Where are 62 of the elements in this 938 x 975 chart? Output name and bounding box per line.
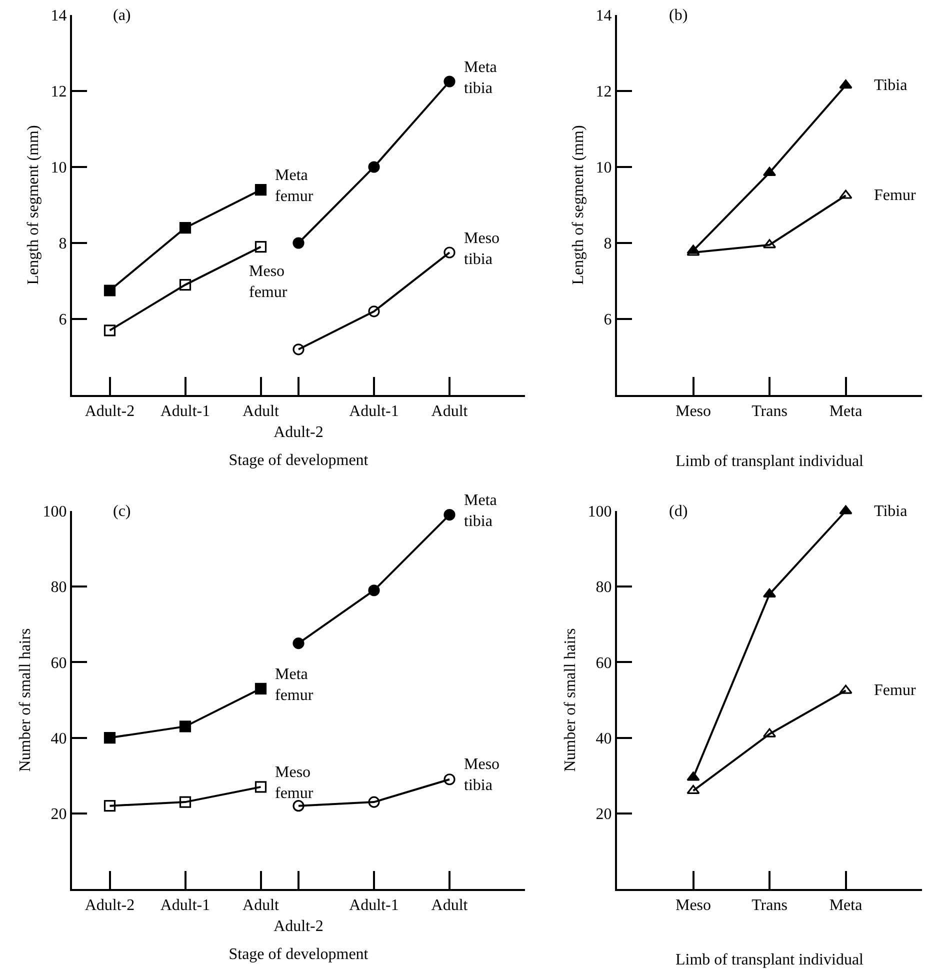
x-tick-label: Adult-1 <box>349 403 399 420</box>
series-label: Femur <box>874 682 916 699</box>
y-tick-label: 40 <box>50 730 67 748</box>
x-axis-title: Stage of development <box>228 946 369 964</box>
x-tick-label: Trans <box>752 897 788 914</box>
series-label: Tibia <box>874 503 908 520</box>
x-tick-label: Adult-1 <box>349 897 399 914</box>
x-tick-label: Adult-2 <box>274 424 324 441</box>
y-tick-label: 100 <box>588 504 612 521</box>
x-axis-title: Stage of development <box>228 452 369 470</box>
annotation: (b) <box>669 7 688 24</box>
y-tick-label: 14 <box>50 8 67 25</box>
annotation: (d) <box>669 503 688 520</box>
annotation: (a) <box>113 7 131 24</box>
x-tick-label: Adult-2 <box>274 918 324 935</box>
y-tick-label: 20 <box>596 806 612 823</box>
y-tick-label: 6 <box>604 312 612 329</box>
y-tick-label: 80 <box>50 579 67 596</box>
y-tick-label: 20 <box>50 806 67 823</box>
x-tick-label: Meta <box>829 403 862 420</box>
x-tick-label: Trans <box>752 403 788 420</box>
x-axis-title: Limb of transplant individual <box>676 951 864 968</box>
series-label: Meta femur <box>275 167 314 205</box>
y-tick-label: 10 <box>50 160 67 177</box>
y-tick-label: 8 <box>604 236 612 253</box>
series-label: Femur <box>874 187 916 204</box>
annotation: (c) <box>113 503 131 520</box>
x-tick-label: Adult-2 <box>84 403 135 420</box>
y-tick-label: 60 <box>50 654 67 672</box>
x-tick-label: Meta <box>829 897 862 914</box>
series-label: Meso femur <box>275 764 314 802</box>
y-axis-title: Number of small hairs <box>17 628 34 772</box>
y-tick-label: 10 <box>596 160 612 177</box>
x-tick-label: Meso <box>675 897 712 914</box>
x-tick-label: Meso <box>675 403 712 420</box>
x-tick-label: Adult-2 <box>84 897 135 914</box>
x-tick-label: Adult-1 <box>160 403 210 420</box>
y-axis-title: Length of segment (mm) <box>570 125 588 285</box>
series-label: Meta tibia <box>464 59 497 97</box>
x-axis-title: Limb of transplant individual <box>676 453 864 470</box>
y-tick-label: 60 <box>596 654 612 672</box>
series-label: Meta femur <box>275 666 314 704</box>
y-tick-label: 14 <box>596 8 612 25</box>
series-label: Meso tibia <box>464 756 500 794</box>
series-label: Meta tibia <box>464 492 497 530</box>
y-axis-title: Number of small hairs <box>562 628 580 772</box>
x-tick-label: Adult <box>431 897 468 914</box>
y-tick-label: 8 <box>58 236 67 253</box>
y-tick-label: 100 <box>42 504 67 521</box>
series-label: Meso tibia <box>464 230 500 268</box>
series-label: Tibia <box>874 77 908 94</box>
x-tick-label: Adult-1 <box>160 897 210 914</box>
x-tick-label: Adult <box>242 897 280 914</box>
x-tick-label: Adult <box>242 403 280 420</box>
y-axis-title: Length of segment (mm) <box>25 125 42 285</box>
y-tick-label: 6 <box>58 312 67 329</box>
y-tick-label: 40 <box>596 730 612 748</box>
y-tick-label: 12 <box>50 84 67 101</box>
y-tick-label: 80 <box>596 579 612 596</box>
x-tick-label: Adult <box>431 403 468 420</box>
y-tick-label: 12 <box>596 84 612 101</box>
series-label: Meso femur <box>249 263 288 301</box>
